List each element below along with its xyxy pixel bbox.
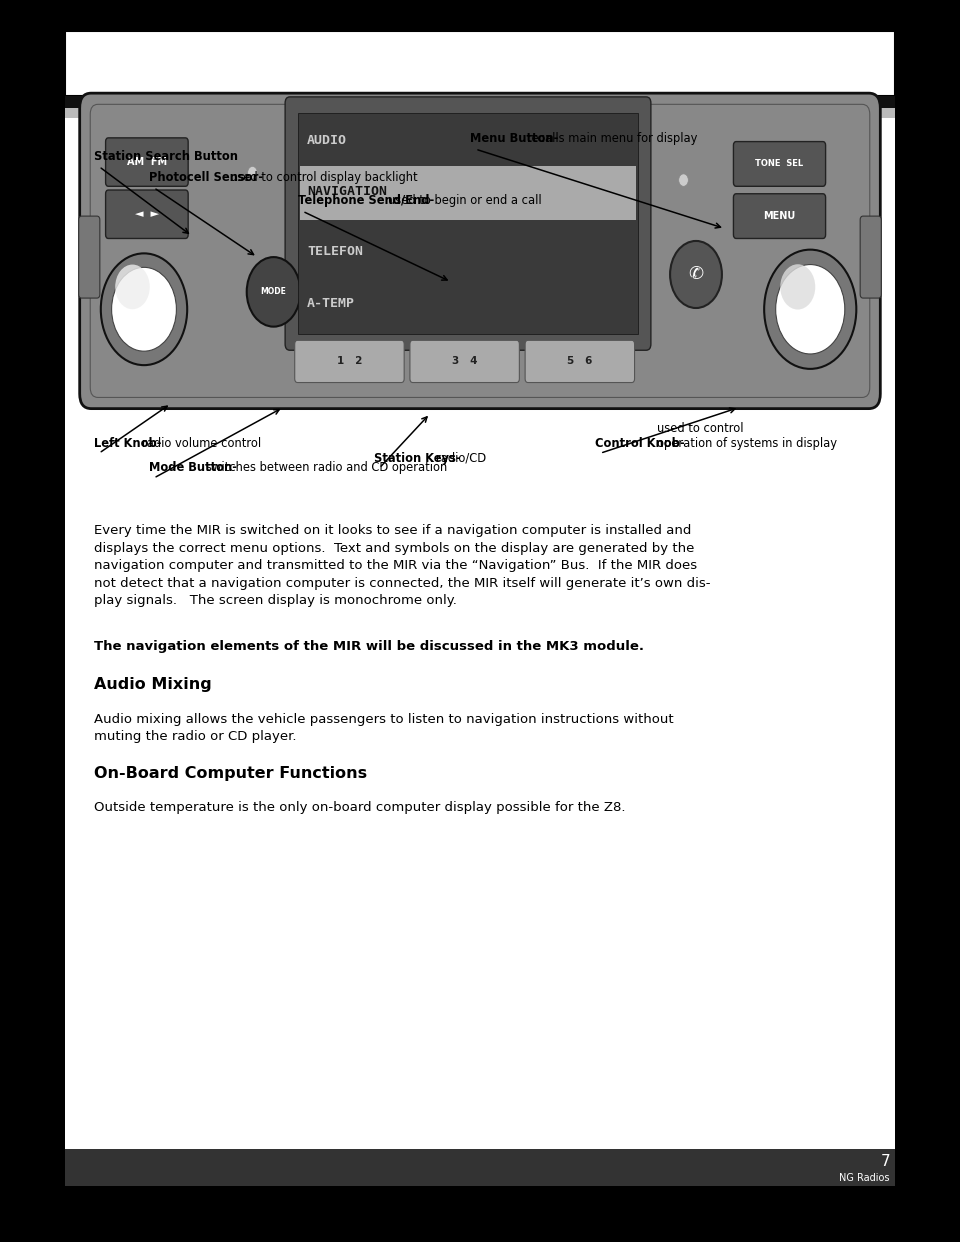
FancyBboxPatch shape bbox=[106, 138, 188, 186]
Bar bbox=[65, 96, 895, 108]
FancyBboxPatch shape bbox=[285, 97, 651, 350]
Text: ✆: ✆ bbox=[688, 266, 704, 283]
FancyBboxPatch shape bbox=[733, 194, 826, 238]
Circle shape bbox=[670, 241, 722, 308]
FancyBboxPatch shape bbox=[733, 142, 826, 186]
Text: Audio Mixing: Audio Mixing bbox=[94, 677, 212, 692]
Text: Menu Button-: Menu Button- bbox=[470, 133, 559, 145]
Text: used to begin or end a call: used to begin or end a call bbox=[388, 195, 541, 207]
FancyBboxPatch shape bbox=[79, 216, 100, 298]
Text: ◄  ►: ◄ ► bbox=[134, 209, 158, 220]
Bar bbox=[65, 31, 895, 96]
FancyBboxPatch shape bbox=[410, 340, 519, 383]
Text: Audio mixing allows the vehicle passengers to listen to navigation instructions : Audio mixing allows the vehicle passenge… bbox=[94, 713, 674, 744]
Text: MODE: MODE bbox=[261, 287, 286, 297]
Text: used to control display backlight: used to control display backlight bbox=[229, 171, 418, 184]
Circle shape bbox=[115, 265, 150, 309]
Text: recalls main menu for display: recalls main menu for display bbox=[527, 133, 698, 145]
Text: Station Search Button: Station Search Button bbox=[94, 150, 238, 163]
Text: 3   4: 3 4 bbox=[452, 356, 477, 366]
FancyBboxPatch shape bbox=[295, 340, 404, 383]
Text: Station Keys-: Station Keys- bbox=[374, 452, 461, 465]
Text: AM  FM: AM FM bbox=[127, 156, 167, 168]
FancyBboxPatch shape bbox=[106, 190, 188, 238]
FancyBboxPatch shape bbox=[80, 93, 880, 409]
Text: 5   6: 5 6 bbox=[567, 356, 592, 366]
Text: used to control
operation of systems in display: used to control operation of systems in … bbox=[657, 421, 837, 450]
Text: MENU: MENU bbox=[763, 211, 796, 221]
FancyBboxPatch shape bbox=[525, 340, 635, 383]
Text: 1   2: 1 2 bbox=[337, 356, 362, 366]
Bar bbox=[300, 166, 636, 220]
Text: Telephone Send/End-: Telephone Send/End- bbox=[298, 195, 434, 207]
Text: Control Knob-: Control Knob- bbox=[595, 437, 684, 450]
Text: Mode Button-: Mode Button- bbox=[149, 462, 237, 474]
Circle shape bbox=[679, 174, 688, 186]
Circle shape bbox=[247, 257, 300, 327]
Circle shape bbox=[776, 265, 845, 354]
Circle shape bbox=[101, 253, 187, 365]
Bar bbox=[65, 108, 895, 118]
Circle shape bbox=[764, 250, 856, 369]
Bar bbox=[298, 113, 638, 334]
Circle shape bbox=[248, 166, 257, 179]
FancyBboxPatch shape bbox=[860, 216, 881, 298]
Text: Outside temperature is the only on-board computer display possible for the Z8.: Outside temperature is the only on-board… bbox=[94, 801, 626, 814]
Text: TELEFON: TELEFON bbox=[307, 245, 363, 257]
Text: A-TEMP: A-TEMP bbox=[307, 297, 355, 310]
Circle shape bbox=[111, 267, 177, 351]
Bar bbox=[65, 31, 895, 1186]
Text: switches between radio and CD operation: switches between radio and CD operation bbox=[205, 462, 447, 474]
Text: Left Knob-: Left Knob- bbox=[94, 437, 161, 450]
Text: AUDIO: AUDIO bbox=[307, 134, 348, 147]
Text: radio volume control: radio volume control bbox=[142, 437, 261, 450]
Bar bbox=[65, 1149, 895, 1186]
Text: radio/CD: radio/CD bbox=[436, 452, 487, 465]
Text: The navigation elements of the MIR will be discussed in the MK3 module.: The navigation elements of the MIR will … bbox=[94, 640, 644, 652]
Text: On-Board Computer Functions: On-Board Computer Functions bbox=[94, 766, 368, 781]
Text: 7: 7 bbox=[880, 1154, 890, 1170]
Text: TONE  SEL: TONE SEL bbox=[756, 159, 804, 169]
Text: Every time the MIR is switched on it looks to see if a navigation computer is in: Every time the MIR is switched on it loo… bbox=[94, 524, 710, 607]
Text: NAVIGATION: NAVIGATION bbox=[307, 185, 387, 199]
Text: Photocell Sensor-: Photocell Sensor- bbox=[149, 171, 263, 184]
Circle shape bbox=[780, 265, 815, 309]
Text: NG Radios: NG Radios bbox=[839, 1172, 890, 1182]
